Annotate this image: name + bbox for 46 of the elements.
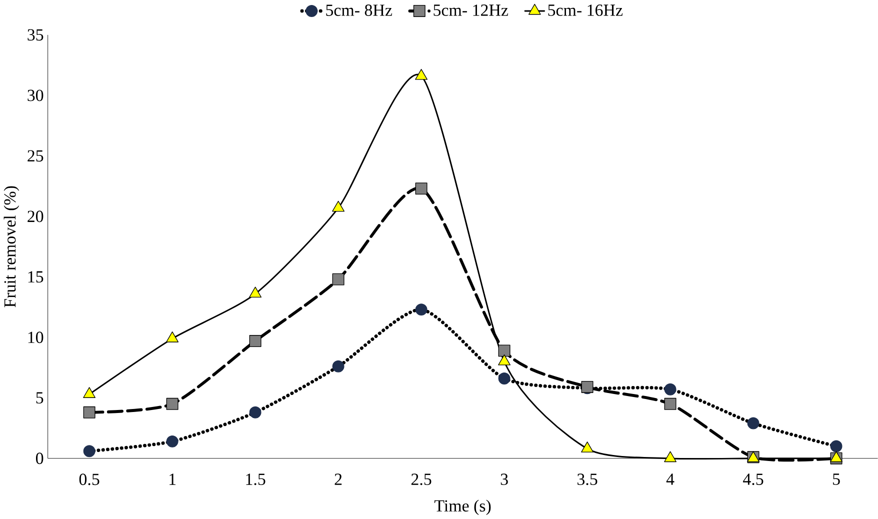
point [415,182,428,195]
point [747,417,760,430]
x-tick-label: 2.5 [411,474,432,486]
point [581,442,594,453]
legend-label: 5cm- 8Hz [326,4,392,16]
point [498,354,510,366]
y-tick-label: 25 [28,150,44,162]
x-tick-label: 2 [334,474,342,485]
y-tick-label: 35 [28,29,44,41]
point [830,440,842,452]
point [664,384,676,396]
y-tick-label: 10 [28,332,44,344]
y-tick-label: 15 [28,271,44,283]
y-tick-label: 0 [36,452,44,464]
point [249,335,262,348]
x-tick-label: 1.5 [246,474,266,486]
legend-label: 5cm- 16Hz [548,4,623,16]
point [166,436,178,448]
x-tick-label: 1 [170,474,176,485]
point [332,273,344,286]
point [415,304,428,316]
x-tick-label: 3.5 [578,474,598,486]
x-tick-label: 5 [833,474,840,485]
x-tick-label: 4 [666,474,674,485]
x-tick-label: 3 [500,474,508,486]
legend-label: 5cm- 12Hz [434,4,508,16]
x-axis-title: Time (s) [434,500,491,516]
y-tick-label: 5 [36,392,44,404]
point [332,360,344,372]
point [249,286,262,298]
y-axis-title: Fruit removel (%) [4,186,20,308]
point [166,398,178,410]
point [249,406,262,418]
point [415,69,428,80]
point [83,445,96,458]
x-tick-label: 4.5 [743,474,764,486]
point [166,332,179,342]
point [83,387,96,398]
x-tick-label: 0.5 [79,474,100,486]
y-tick-label: 30 [28,90,44,102]
point [664,398,676,410]
y-tick-label: 20 [28,210,44,222]
point [498,372,510,385]
point [332,200,345,212]
point [498,344,510,357]
point [83,406,96,418]
